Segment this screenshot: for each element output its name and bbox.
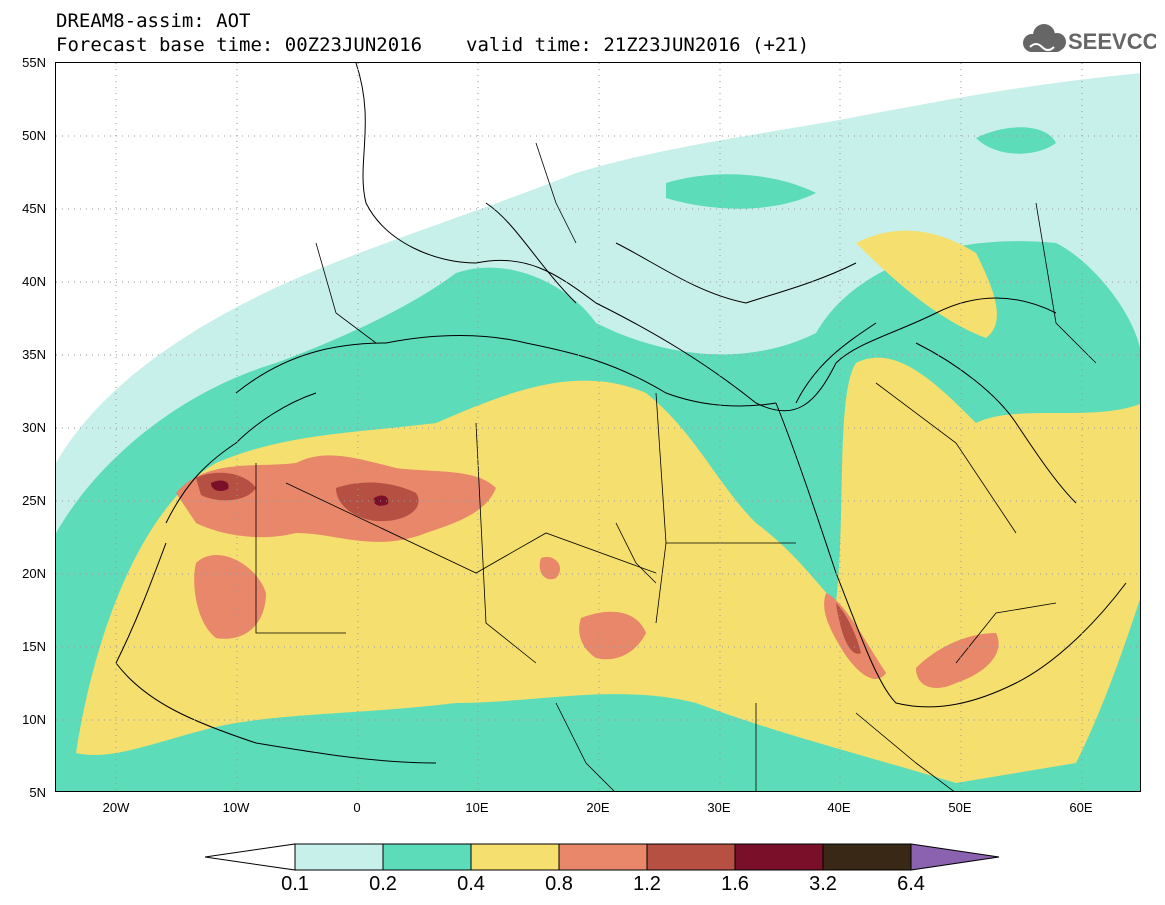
borders	[255, 142, 1097, 791]
lat-label: 35N	[22, 347, 46, 362]
lat-label: 55N	[22, 55, 46, 70]
colorbar-swatch	[470, 843, 560, 871]
lon-label: 10E	[465, 800, 489, 815]
colorbar-low-arrow	[205, 843, 296, 871]
colorbar-swatch	[734, 843, 824, 871]
colorbar-high-arrow	[910, 843, 1000, 871]
graticule	[56, 63, 1140, 791]
colorbar-label: 0.1	[281, 873, 309, 895]
colorbar	[205, 843, 1000, 871]
seevccc-logo: SEEVCCC	[1023, 24, 1156, 54]
lat-label: 45N	[22, 201, 46, 216]
logo-text: SEEVCCC	[1068, 29, 1156, 54]
colorbar-label: 0.4	[457, 873, 485, 895]
valid-time: valid time: 21Z23JUN2016 (+21)	[466, 34, 810, 56]
lon-label: 40E	[827, 800, 851, 815]
colorbar-label: 0.2	[369, 873, 397, 895]
lat-label: 40N	[22, 274, 46, 289]
lon-label: 20E	[586, 800, 610, 815]
lat-label: 25N	[22, 493, 46, 508]
colorbar-swatch	[382, 843, 472, 871]
lat-label: 30N	[22, 420, 46, 435]
colorbar-swatch	[294, 843, 384, 871]
colorbar-swatch	[558, 843, 648, 871]
colorbar-label: 3.2	[809, 873, 837, 895]
lon-label: 30E	[707, 800, 731, 815]
colorbar-label: 0.8	[545, 873, 573, 895]
colorbar-swatch	[646, 843, 736, 871]
lat-label: 15N	[22, 639, 46, 654]
lat-label: 20N	[22, 566, 46, 581]
aot-level-1.6	[211, 480, 229, 491]
map-panel	[55, 62, 1141, 792]
forecast-times: Forecast base time: 00Z23JUN2016 valid ti…	[56, 34, 809, 56]
lon-label: 0	[353, 800, 361, 815]
map-title: DREAM8-assim: AOT	[56, 10, 251, 32]
lat-label: 5N	[29, 785, 46, 800]
aot-map	[56, 63, 1140, 791]
lon-label: 50E	[948, 800, 972, 815]
aot-field	[56, 73, 1140, 791]
coastlines	[115, 63, 1127, 764]
lat-label: 50N	[22, 128, 46, 143]
colorbar-label: 1.6	[721, 873, 749, 895]
lon-label: 20W	[102, 800, 130, 815]
lat-label: 10N	[22, 712, 46, 727]
colorbar-swatch	[822, 843, 912, 871]
colorbar-label: 6.4	[897, 873, 925, 895]
base-time: Forecast base time: 00Z23JUN2016	[56, 34, 423, 56]
lon-label: 10W	[222, 800, 250, 815]
lon-label: 60E	[1069, 800, 1093, 815]
colorbar-label: 1.2	[633, 873, 661, 895]
